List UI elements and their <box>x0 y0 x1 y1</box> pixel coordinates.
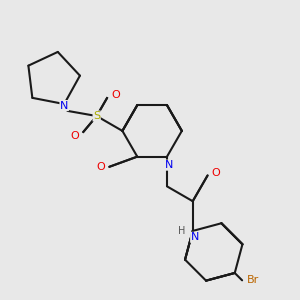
Text: O: O <box>111 90 120 100</box>
Text: O: O <box>97 162 105 172</box>
Text: O: O <box>212 168 220 178</box>
Text: N: N <box>165 160 173 170</box>
Text: N: N <box>60 100 68 111</box>
Text: Br: Br <box>247 275 259 285</box>
Text: N: N <box>191 232 199 242</box>
Text: S: S <box>93 111 100 121</box>
Text: O: O <box>70 131 79 141</box>
Text: H: H <box>178 226 186 236</box>
